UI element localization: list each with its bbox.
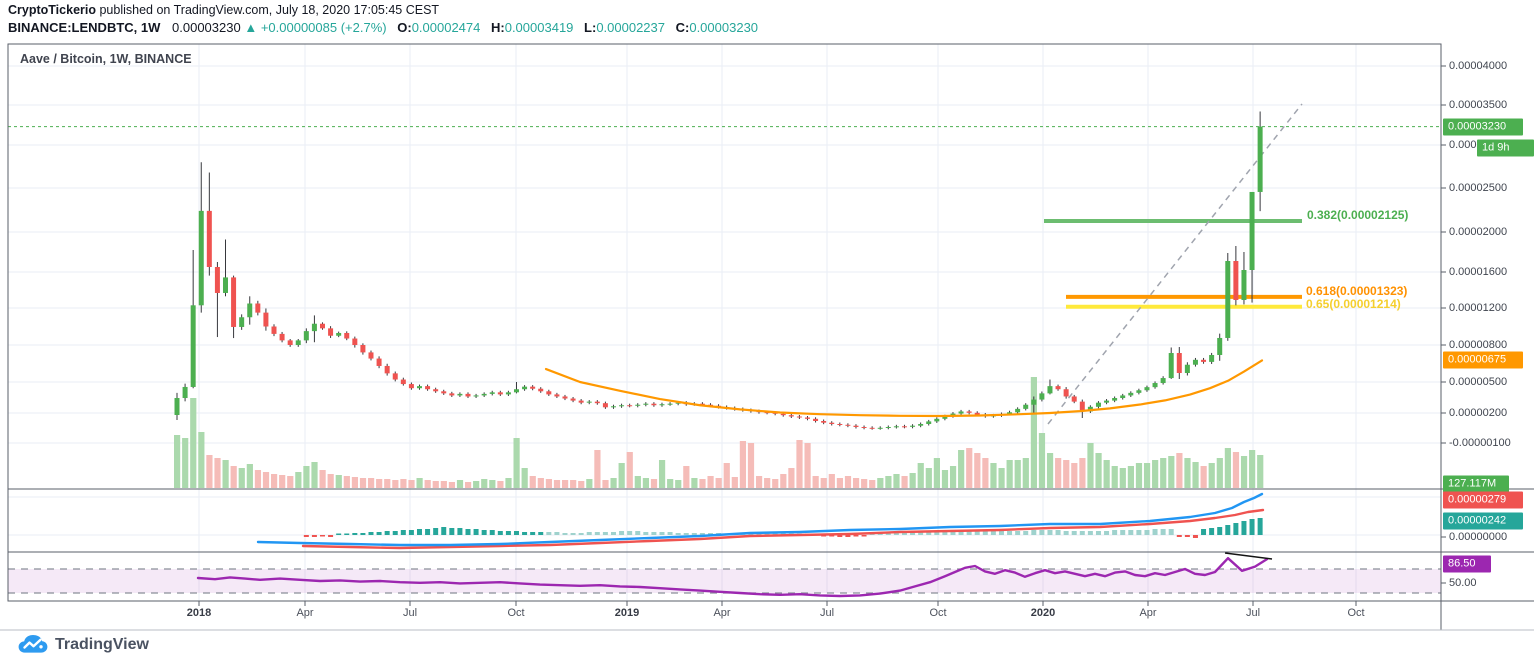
low-label: L: <box>584 20 597 35</box>
rsi-line <box>196 557 1269 598</box>
time-axis-label[interactable]: Apr <box>713 607 731 619</box>
price-axis-label[interactable]: 0.00000200 <box>1449 407 1508 419</box>
indicator-axis-label[interactable]: 50.00 <box>1449 577 1477 589</box>
drawn-trendline <box>1224 552 1273 560</box>
indicator-red-line <box>301 508 1265 550</box>
open-value: 0.00002474 <box>411 20 481 35</box>
time-axis-label[interactable]: 2020 <box>1030 607 1056 619</box>
price-axis-label[interactable]: -0.00000100 <box>1449 437 1511 449</box>
time-axis-label[interactable]: Jul <box>402 607 418 619</box>
price-change: +0.00000085 (+2.7%) <box>260 20 387 35</box>
tradingview-logo-icon <box>18 635 48 653</box>
arrow-up-icon: ▲ <box>244 20 258 35</box>
price-axis-badge: 0.00003230 <box>1443 118 1523 136</box>
indicator-axis-label[interactable]: 0.00000000 <box>1449 531 1508 543</box>
symbol-info-bar: BINANCE:LENDBTC, 1W 0.00003230 ▲ +0.0000… <box>8 20 758 35</box>
low-value: 0.00002237 <box>596 20 665 35</box>
time-axis-label[interactable]: Oct <box>929 607 947 619</box>
open-label: O: <box>397 20 412 35</box>
price-axis-badge: 1d 9h <box>1477 139 1534 157</box>
fib-level-label: 0.65(0.00001214) <box>1306 297 1401 311</box>
author-name: CryptoTickerio <box>8 3 96 17</box>
time-axis-label[interactable]: Jul <box>819 607 835 619</box>
last-price: 0.00003230 <box>172 20 241 35</box>
trendline <box>1047 103 1303 425</box>
moving-average-line <box>544 359 1264 418</box>
fib-level-label: 0.618(0.00001323) <box>1306 284 1408 298</box>
price-axis-label[interactable]: 0.00002500 <box>1449 182 1508 194</box>
time-axis-label[interactable]: Apr <box>1139 607 1157 619</box>
price-axis-label[interactable]: 0.00001200 <box>1449 302 1508 314</box>
indicator-blue-line <box>256 492 1264 547</box>
high-value: 0.00003419 <box>504 20 574 35</box>
close-label: C: <box>675 20 690 35</box>
time-axis-label[interactable]: Oct <box>507 607 525 619</box>
price-axis-label[interactable]: 0.00004000 <box>1449 60 1508 72</box>
close-value: 0.00003230 <box>689 20 759 35</box>
price-axis-label[interactable]: 0.00001600 <box>1449 266 1508 278</box>
price-axis-label[interactable]: 0.00000800 <box>1449 339 1508 351</box>
time-axis-label[interactable]: Oct <box>1347 607 1365 619</box>
publish-byline: CryptoTickerio published on TradingView.… <box>8 3 440 17</box>
time-axis-label[interactable]: 2018 <box>186 607 212 619</box>
price-axis-badge: 0.00000675 <box>1443 351 1523 369</box>
symbol-name: BINANCE:LENDBTC, 1W <box>8 20 161 35</box>
time-axis-label[interactable]: Apr <box>296 607 314 619</box>
price-axis-badge: 0.00000279 <box>1443 491 1523 509</box>
price-axis-label[interactable]: 0.00000500 <box>1449 376 1508 388</box>
price-axis-badge: 86.50 <box>1443 555 1491 573</box>
time-axis-label[interactable]: Jul <box>1245 607 1261 619</box>
high-label: H: <box>491 20 505 35</box>
fib-level-label: 0.382(0.00002125) <box>1307 208 1409 222</box>
price-axis-badge: 0.00000242 <box>1443 512 1523 530</box>
tradingview-logo-text: TradingView <box>55 635 149 653</box>
price-axis-label[interactable]: 0.00003500 <box>1449 99 1508 111</box>
price-axis-label[interactable]: 0.00002000 <box>1449 226 1508 238</box>
time-axis-label[interactable]: 2019 <box>614 607 640 619</box>
price-axis-badge: 127.117M <box>1443 475 1509 493</box>
chart-legend-title[interactable]: Aave / Bitcoin, 1W, BINANCE <box>20 52 192 66</box>
tradingview-logo[interactable]: TradingView <box>18 634 149 655</box>
